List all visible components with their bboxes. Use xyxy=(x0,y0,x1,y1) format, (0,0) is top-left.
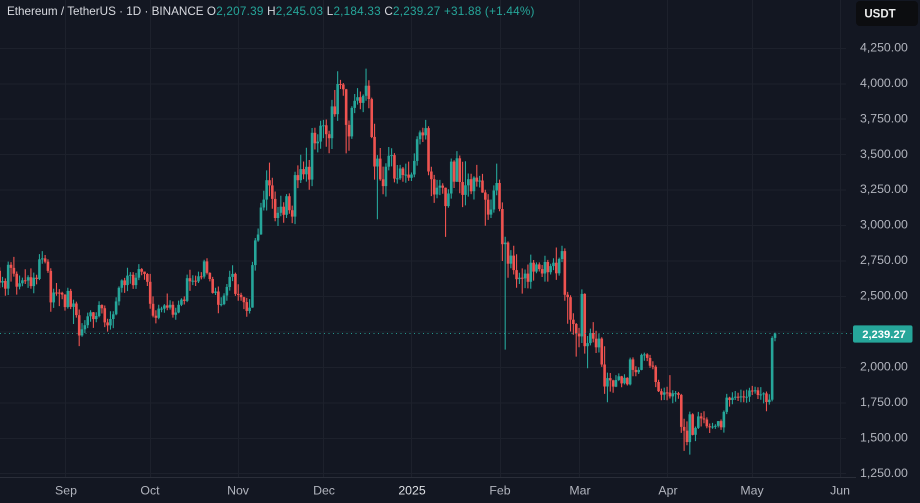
svg-text:1,500.00: 1,500.00 xyxy=(860,430,908,444)
svg-text:3,750.00: 3,750.00 xyxy=(860,111,908,125)
svg-text:Apr: Apr xyxy=(658,484,677,498)
svg-text:2025: 2025 xyxy=(398,484,426,498)
svg-text:4,250.00: 4,250.00 xyxy=(860,40,908,54)
svg-text:Sep: Sep xyxy=(55,484,77,498)
svg-text:3,000.00: 3,000.00 xyxy=(860,218,908,232)
svg-text:Ethereum / TetherUS · 1D · BIN: Ethereum / TetherUS · 1D · BINANCE O2,20… xyxy=(7,5,535,18)
svg-text:2,750.00: 2,750.00 xyxy=(860,253,908,267)
svg-text:2,239.27: 2,239.27 xyxy=(862,329,906,341)
svg-text:May: May xyxy=(740,484,764,498)
svg-text:2,000.00: 2,000.00 xyxy=(860,360,908,374)
svg-text:Feb: Feb xyxy=(489,484,510,498)
svg-text:3,500.00: 3,500.00 xyxy=(860,147,908,161)
svg-text:2,500.00: 2,500.00 xyxy=(860,289,908,303)
svg-text:Mar: Mar xyxy=(569,484,590,498)
svg-text:Jun: Jun xyxy=(830,484,850,498)
svg-text:4,000.00: 4,000.00 xyxy=(860,76,908,90)
svg-text:1,750.00: 1,750.00 xyxy=(860,395,908,409)
svg-text:Oct: Oct xyxy=(140,484,160,498)
svg-text:Dec: Dec xyxy=(313,484,335,498)
svg-text:Nov: Nov xyxy=(227,484,250,498)
svg-text:3,250.00: 3,250.00 xyxy=(860,182,908,196)
svg-text:USDT: USDT xyxy=(864,8,895,20)
svg-text:1,250.00: 1,250.00 xyxy=(860,466,908,480)
